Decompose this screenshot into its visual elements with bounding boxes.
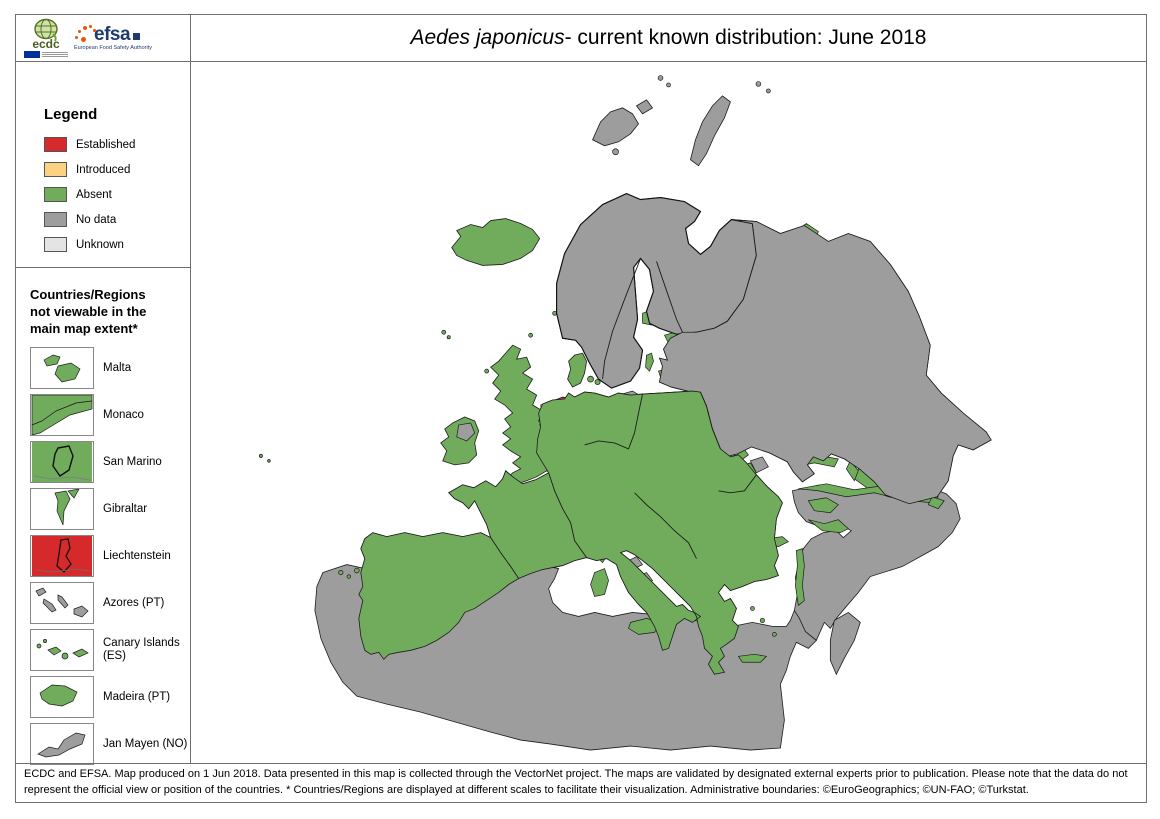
legend-swatch-absent — [44, 187, 67, 202]
region-saudi-arabia — [830, 612, 860, 674]
efsa-square-icon — [133, 32, 141, 40]
inset-jan-mayen: Jan Mayen (NO) — [30, 723, 190, 765]
region-iceland — [452, 219, 540, 266]
inset-panel: Countries/Regions not viewable in the ma… — [16, 268, 190, 765]
europe-map-svg — [258, 75, 1146, 763]
inset-azores: Azores (PT) — [30, 582, 190, 624]
inset-panel-title: Countries/Regions not viewable in the ma… — [30, 287, 147, 336]
efsa-subtitle: European Food Safety Authority — [74, 44, 152, 51]
inset-label: Jan Mayen (NO) — [103, 737, 188, 750]
inset-madeira: Madeira (PT) — [30, 676, 190, 718]
inset-label: Liechtenstein — [103, 549, 171, 562]
inset-label: Gibraltar — [103, 502, 148, 515]
inset-label: Madeira (PT) — [103, 690, 171, 703]
region-levant-coast — [795, 549, 804, 606]
map-title: Aedes japonicus - current known distribu… — [191, 15, 1146, 61]
legend-swatch-established — [44, 137, 67, 152]
legend-swatch-unknown — [44, 237, 67, 252]
region-canary-islands — [338, 570, 344, 576]
inset-canary-islands: Canary Islands (ES) — [30, 629, 190, 671]
region-turkey-middle-east — [792, 485, 960, 641]
region-aegean-islands — [750, 606, 755, 611]
region-arctic-islands — [657, 75, 664, 81]
inset-label: Monaco — [103, 408, 144, 421]
region-atlantic-islets — [258, 453, 263, 458]
logo-cell: ecdc — [16, 15, 191, 61]
efsa-dots-icon — [74, 25, 96, 43]
legend-item-established: Established — [44, 137, 190, 152]
inset-liechtenstein-thumbnail — [30, 535, 94, 577]
efsa-logo: efsa European Food Safety Authority — [74, 25, 152, 52]
inset-malta: Malta — [30, 347, 190, 389]
sidebar: Legend Established Introduced Absent — [16, 62, 191, 765]
inset-madeira-thumbnail — [30, 676, 94, 718]
region-gotland — [646, 353, 654, 371]
legend-item-introduced: Introduced — [44, 162, 190, 177]
inset-san-marino-thumbnail — [30, 441, 94, 483]
inset-monaco: Monaco — [30, 394, 190, 436]
europe-map — [191, 62, 1146, 763]
region-denmark — [568, 353, 587, 387]
legend-title: Legend — [44, 106, 98, 123]
legend-item-no-data: No data — [44, 212, 190, 227]
region-ireland-no-data-patch — [457, 423, 475, 441]
region-shetland — [552, 310, 557, 316]
region-crete — [738, 654, 766, 662]
eu-flag-icon — [24, 51, 40, 58]
legend: Legend Established Introduced Absent — [16, 62, 190, 268]
inset-canary-islands-thumbnail — [30, 629, 94, 671]
legend-item-unknown: Unknown — [44, 237, 190, 252]
legend-item-absent: Absent — [44, 187, 190, 202]
inset-san-marino: San Marino — [30, 441, 190, 483]
ecdc-smallprint — [42, 51, 68, 58]
map-title-species: Aedes japonicus — [410, 26, 565, 49]
country-borders — [491, 258, 757, 578]
footer-disclaimer: ECDC and EFSA. Map produced on 1 Jun 201… — [16, 763, 1146, 802]
efsa-wordmark: efsa — [94, 23, 131, 45]
ecdc-logo: ecdc — [24, 18, 68, 58]
region-turkey-west-patch — [808, 498, 838, 513]
region-sardinia — [591, 569, 609, 597]
inset-gibraltar-thumbnail — [30, 488, 94, 530]
legend-swatch-no-data — [44, 212, 67, 227]
ecdc-globe-icon — [34, 18, 58, 44]
inset-malta-thumbnail — [30, 347, 94, 389]
map-frame: ecdc — [15, 14, 1147, 803]
ecdc-wordmark: ecdc — [32, 37, 60, 51]
inset-label: Azores (PT) — [103, 596, 165, 609]
map-title-rest: - current known distribution: June 2018 — [564, 26, 927, 49]
region-faroe-islands — [441, 329, 447, 335]
legend-swatch-introduced — [44, 162, 67, 177]
inset-monaco-thumbnail — [30, 394, 94, 436]
inset-label: Malta — [103, 361, 132, 374]
region-ireland — [441, 417, 479, 465]
region-novaya-zemlya — [690, 96, 730, 166]
inset-jan-mayen-thumbnail — [30, 723, 94, 765]
inset-azores-thumbnail — [30, 582, 94, 624]
inset-label: San Marino — [103, 455, 162, 468]
header: ecdc — [16, 15, 1146, 62]
region-svalbard — [593, 108, 639, 146]
inset-liechtenstein: Liechtenstein — [30, 535, 190, 577]
region-turkey-south-coast — [808, 520, 848, 533]
inset-label: Canary Islands (ES) — [103, 637, 180, 662]
inset-gibraltar: Gibraltar — [30, 488, 190, 530]
